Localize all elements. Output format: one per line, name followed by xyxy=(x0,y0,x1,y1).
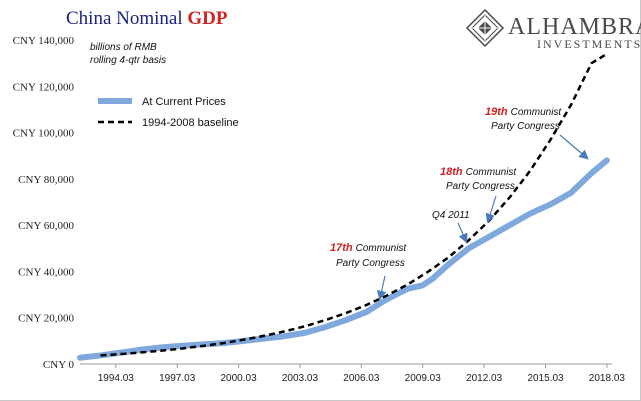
annotation-19th-arrow xyxy=(559,134,589,160)
x-axis: 1994.03 1997.03 2000.03 2003.03 2006.03 2009.… xyxy=(98,364,626,384)
x-tick-label: 2018.03 xyxy=(589,373,626,384)
annotation-18th-arrow xyxy=(485,195,497,224)
x-tick-label: 2009.03 xyxy=(405,373,442,384)
annotation-18th-line1: 18th Communist xyxy=(440,166,517,178)
logo-diamond-icon xyxy=(465,8,505,48)
annotation-19th: 19th Communist Party Congress xyxy=(485,106,589,160)
annotation-18th: 18th Communist Party Congress xyxy=(440,166,517,224)
y-tick-label: CNY 80,000 xyxy=(18,174,74,186)
series-line-baseline xyxy=(100,52,608,357)
chart-title: China Nominal GDP xyxy=(66,8,228,29)
annotation-17th-line2: Party Congress xyxy=(336,258,405,269)
x-tick-label: 2000.03 xyxy=(220,373,257,384)
annotation-q4-2011: Q4 2011 xyxy=(432,210,470,244)
y-tick-label: CNY 120,000 xyxy=(13,81,75,93)
legend: At Current Prices 1994-2008 baseline xyxy=(98,96,239,129)
annotation-q4-2011-arrow xyxy=(457,222,468,244)
chart-title-part1: China Nominal xyxy=(66,8,187,29)
annotation-17th: 17th Communist Party Congress xyxy=(330,242,407,301)
annotation-18th-line2: Party Congress xyxy=(446,181,515,192)
y-tick-label: CNY 100,000 xyxy=(13,128,75,140)
x-tick-label: 2006.03 xyxy=(343,373,380,384)
y-axis: CNY 0 CNY 20,000 CNY 40,000 CNY 60,000 CNY 8… xyxy=(13,35,75,371)
annotation-q4-2011-label: Q4 2011 xyxy=(432,210,470,221)
y-tick-label: CNY 20,000 xyxy=(18,313,74,325)
y-tick-label: CNY 40,000 xyxy=(18,266,74,278)
y-tick-label: CNY 140,000 xyxy=(13,35,75,47)
y-tick-label: CNY 60,000 xyxy=(18,220,74,232)
x-tick-label: 2003.03 xyxy=(282,373,319,384)
annotation-17th-line1: 17th Communist xyxy=(330,242,407,254)
annotation-19th-line2: Party Congress xyxy=(491,121,560,132)
y-tick-label: CNY 0 xyxy=(43,359,75,371)
logo-sub: INVESTMENTS xyxy=(537,37,641,51)
units-note: billions of RMB xyxy=(90,42,157,53)
chart-title-part2: GDP xyxy=(187,8,228,29)
annotation-17th-arrow xyxy=(376,275,387,301)
x-tick-label: 1994.03 xyxy=(98,373,135,384)
series-layer xyxy=(77,52,610,361)
annotation-19th-line1: 19th Communist xyxy=(485,106,562,118)
legend-label-baseline: 1994-2008 baseline xyxy=(142,117,239,129)
series-line-current-prices xyxy=(77,157,610,361)
x-tick-label: 2012.03 xyxy=(466,373,503,384)
legend-label-current: At Current Prices xyxy=(142,96,226,108)
logo-name: ALHAMBRA xyxy=(508,14,641,40)
x-tick-label: 2015.03 xyxy=(527,373,564,384)
basis-note: rolling 4-qtr basis xyxy=(90,55,166,66)
x-tick-label: 1997.03 xyxy=(159,373,196,384)
alhambra-logo: ALHAMBRA INVESTMENTS xyxy=(465,8,641,51)
